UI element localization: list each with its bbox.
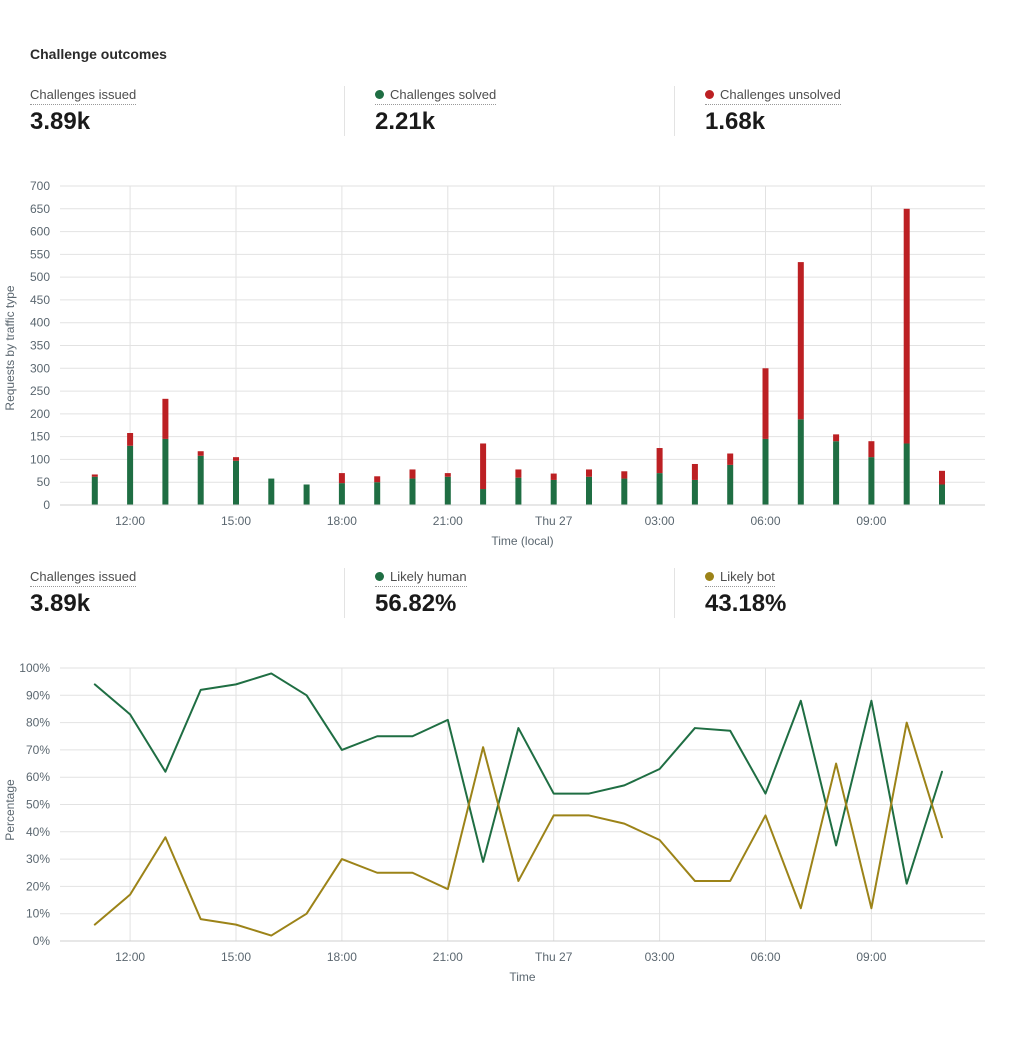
svg-text:18:00: 18:00 <box>327 950 357 964</box>
svg-text:10%: 10% <box>26 907 50 921</box>
svg-text:12:00: 12:00 <box>115 950 145 964</box>
svg-text:15:00: 15:00 <box>221 950 251 964</box>
svg-text:Thu 27: Thu 27 <box>535 514 573 528</box>
svg-text:400: 400 <box>30 316 50 330</box>
svg-text:70%: 70% <box>26 743 50 757</box>
svg-text:21:00: 21:00 <box>433 950 463 964</box>
svg-text:06:00: 06:00 <box>750 950 780 964</box>
svg-text:550: 550 <box>30 247 50 261</box>
svg-text:100: 100 <box>30 452 50 466</box>
svg-text:0%: 0% <box>33 934 51 948</box>
svg-text:20%: 20% <box>26 879 50 893</box>
svg-text:Time: Time <box>509 970 536 984</box>
svg-text:Time (local): Time (local) <box>491 534 553 548</box>
svg-text:200: 200 <box>30 407 50 421</box>
svg-text:0: 0 <box>43 498 50 512</box>
svg-text:Percentage: Percentage <box>3 779 17 841</box>
svg-text:80%: 80% <box>26 716 50 730</box>
svg-text:350: 350 <box>30 339 50 353</box>
svg-text:Thu 27: Thu 27 <box>535 950 573 964</box>
svg-text:09:00: 09:00 <box>856 950 886 964</box>
svg-text:50: 50 <box>37 475 51 489</box>
svg-text:150: 150 <box>30 430 50 444</box>
svg-text:500: 500 <box>30 270 50 284</box>
svg-text:60%: 60% <box>26 770 50 784</box>
svg-text:650: 650 <box>30 202 50 216</box>
svg-text:03:00: 03:00 <box>645 950 675 964</box>
svg-text:250: 250 <box>30 384 50 398</box>
svg-text:90%: 90% <box>26 688 50 702</box>
svg-text:09:00: 09:00 <box>856 514 886 528</box>
svg-text:06:00: 06:00 <box>750 514 780 528</box>
svg-text:21:00: 21:00 <box>433 514 463 528</box>
svg-text:700: 700 <box>30 179 50 193</box>
svg-text:18:00: 18:00 <box>327 514 357 528</box>
svg-text:450: 450 <box>30 293 50 307</box>
svg-text:15:00: 15:00 <box>221 514 251 528</box>
svg-text:50%: 50% <box>26 798 50 812</box>
svg-text:600: 600 <box>30 225 50 239</box>
svg-text:40%: 40% <box>26 825 50 839</box>
svg-text:03:00: 03:00 <box>645 514 675 528</box>
svg-text:300: 300 <box>30 361 50 375</box>
svg-text:30%: 30% <box>26 852 50 866</box>
svg-text:12:00: 12:00 <box>115 514 145 528</box>
svg-text:Requests by traffic type: Requests by traffic type <box>3 285 17 411</box>
svg-text:100%: 100% <box>19 661 50 675</box>
